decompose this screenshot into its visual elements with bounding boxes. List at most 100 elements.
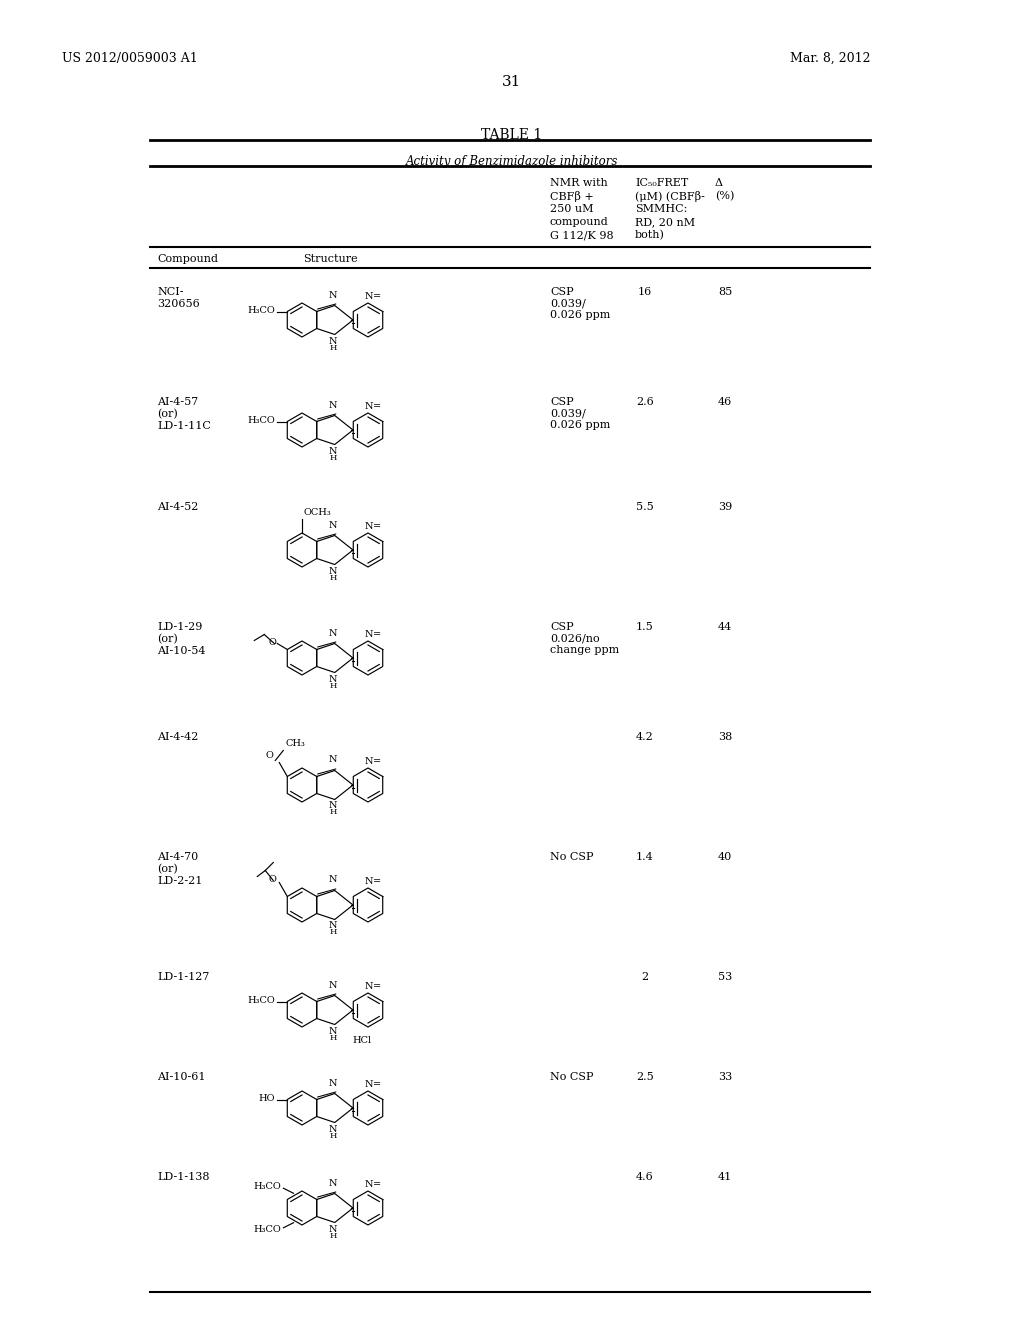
Text: No CSP: No CSP [550,1072,594,1082]
Text: =: = [373,630,381,639]
Text: H: H [329,343,337,351]
Text: H₃CO: H₃CO [254,1181,282,1191]
Text: TABLE 1: TABLE 1 [481,128,543,143]
Text: N: N [329,446,337,455]
Text: 5.5: 5.5 [636,502,654,512]
Text: O: O [268,875,276,884]
Text: 33: 33 [718,1072,732,1082]
Text: =: = [373,876,381,886]
Text: N: N [329,1027,337,1035]
Text: 1.4: 1.4 [636,851,654,862]
Text: US 2012/0059003 A1: US 2012/0059003 A1 [62,51,198,65]
Text: H: H [329,573,337,582]
Text: NMR with: NMR with [550,178,608,187]
Text: compound: compound [550,216,608,227]
Text: =: = [373,521,381,531]
Text: N: N [329,801,337,810]
Text: N: N [365,756,374,766]
Text: N: N [365,876,374,886]
Text: N: N [329,400,337,409]
Text: Mar. 8, 2012: Mar. 8, 2012 [790,51,870,65]
Text: =: = [373,403,381,411]
Text: N: N [329,290,337,300]
Text: N: N [365,292,374,301]
Text: H: H [329,1034,337,1041]
Text: G 112/K 98: G 112/K 98 [550,230,613,240]
Text: 46: 46 [718,397,732,407]
Text: CSP
0.039/
0.026 ppm: CSP 0.039/ 0.026 ppm [550,286,610,321]
Text: CH₃: CH₃ [286,739,305,748]
Text: OCH₃: OCH₃ [304,508,332,517]
Text: H₃CO: H₃CO [254,1225,282,1234]
Text: N: N [365,1180,374,1189]
Text: 2: 2 [641,972,648,982]
Text: 2.5: 2.5 [636,1072,654,1082]
Text: Compound: Compound [157,253,218,264]
Text: 2.6: 2.6 [636,397,654,407]
Text: H₃CO: H₃CO [248,416,275,425]
Text: =: = [373,756,381,766]
Text: 38: 38 [718,733,732,742]
Text: H: H [329,928,337,936]
Text: 31: 31 [503,75,521,88]
Text: SMMHC:: SMMHC: [635,205,687,214]
Text: 1.5: 1.5 [636,622,654,632]
Text: CSP
0.039/
0.026 ppm: CSP 0.039/ 0.026 ppm [550,397,610,430]
Text: N: N [329,875,337,884]
Text: N: N [329,337,337,346]
Text: LD-1-138: LD-1-138 [157,1172,210,1181]
Text: 41: 41 [718,1172,732,1181]
Text: AI-4-42: AI-4-42 [157,733,199,742]
Text: AI-10-61: AI-10-61 [157,1072,206,1082]
Text: AI-4-70
(or)
LD-2-21: AI-4-70 (or) LD-2-21 [157,851,203,886]
Text: 4.6: 4.6 [636,1172,654,1181]
Text: No CSP: No CSP [550,851,594,862]
Text: 250 uM: 250 uM [550,205,594,214]
Text: 53: 53 [718,972,732,982]
Text: H: H [329,454,337,462]
Text: LD-1-127: LD-1-127 [157,972,209,982]
Text: N: N [329,1125,337,1134]
Text: 40: 40 [718,851,732,862]
Text: RD, 20 nM: RD, 20 nM [635,216,695,227]
Text: N: N [329,628,337,638]
Text: H: H [329,808,337,817]
Text: AI-4-52: AI-4-52 [157,502,199,512]
Text: N: N [329,566,337,576]
Text: (%): (%) [715,191,734,202]
Text: H: H [329,1131,337,1139]
Text: both): both) [635,230,665,240]
Text: LD-1-29
(or)
AI-10-54: LD-1-29 (or) AI-10-54 [157,622,206,656]
Text: Activity of Benzimidazole inhibitors: Activity of Benzimidazole inhibitors [406,154,618,168]
Text: N: N [329,675,337,684]
Text: N: N [329,921,337,931]
Text: HCl: HCl [352,1036,371,1045]
Text: H: H [329,681,337,689]
Text: Δ: Δ [715,178,723,187]
Text: IC₅₀FRET: IC₅₀FRET [635,178,688,187]
Text: CSP
0.026/no
change ppm: CSP 0.026/no change ppm [550,622,620,655]
Text: O: O [268,638,276,647]
Text: CBFβ +: CBFβ + [550,191,594,202]
Text: H₃CO: H₃CO [248,997,275,1005]
Text: 4.2: 4.2 [636,733,654,742]
Text: (μM) (CBFβ-: (μM) (CBFβ- [635,191,705,202]
Text: H₃CO: H₃CO [248,306,275,315]
Text: NCI-
320656: NCI- 320656 [157,286,200,309]
Text: AI-4-57
(or)
LD-1-11C: AI-4-57 (or) LD-1-11C [157,397,211,430]
Text: 85: 85 [718,286,732,297]
Text: =: = [373,982,381,991]
Text: N: N [365,982,374,991]
Text: N: N [365,630,374,639]
Text: N: N [329,1078,337,1088]
Text: N: N [329,981,337,990]
Text: N: N [329,755,337,764]
Text: HO: HO [259,1094,275,1104]
Text: N: N [365,521,374,531]
Text: O: O [265,751,273,760]
Text: N: N [329,1179,337,1188]
Text: Structure: Structure [303,253,357,264]
Text: =: = [373,292,381,301]
Text: N: N [365,403,374,411]
Text: =: = [373,1180,381,1189]
